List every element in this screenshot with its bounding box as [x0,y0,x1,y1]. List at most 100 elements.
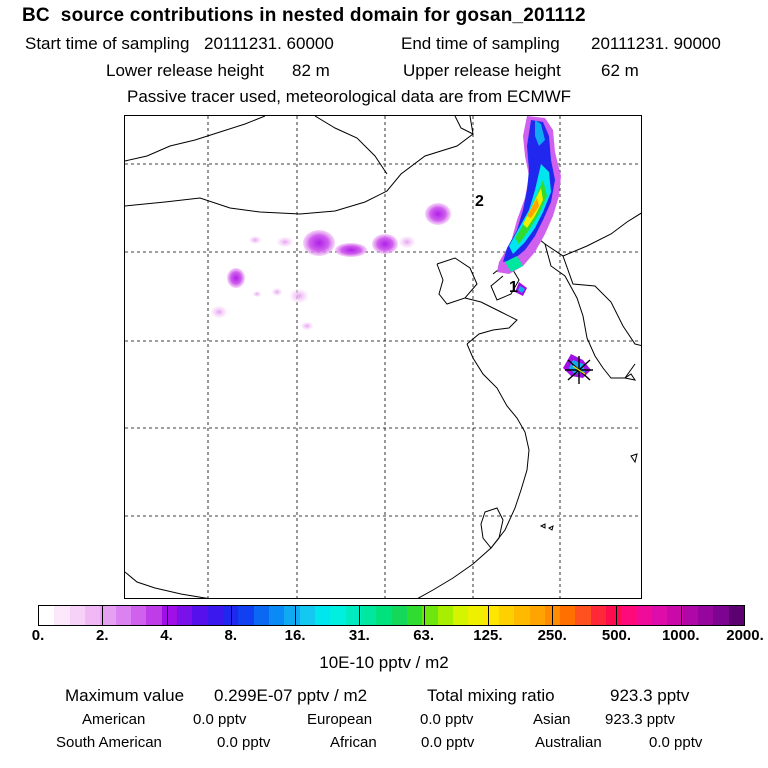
region-value: 0.0 pptv [420,711,474,728]
colorbar-segment [130,606,147,625]
colorbar-divider [295,605,296,626]
colorbar-segment [207,606,223,625]
colorbar-tick-label: 0. [31,627,45,644]
colorbar-divider [552,605,553,626]
marker-2-label: 2 [475,193,484,210]
end-time-label: End time of sampling [401,34,560,53]
colorbar-tick-label: 8. [224,627,238,644]
colorbar-segment [606,606,622,625]
upper-release-value: 62 m [601,61,639,80]
colorbar-segment [39,606,55,625]
receptor-star-icon [563,354,593,384]
marker-1-label: 1 [509,279,518,296]
colorbar-segment [636,606,653,625]
colorbar-segment [100,606,116,625]
colorbar-segment [590,606,607,625]
colorbar-segment [514,606,530,625]
colorbar-segment [437,606,453,625]
colorbar-segment [468,606,484,625]
plume-northeast [497,116,561,274]
grid-lines [125,116,641,598]
colorbar-segment [268,606,285,625]
colorbar-segment [483,606,499,625]
plume-marker1-blob [515,282,527,296]
end-time-value: 20111231. 90000 [591,34,721,53]
colorbar-segment [69,606,85,625]
colorbar-segment [698,606,714,625]
colorbar-segment [376,606,392,625]
colorbar-segment [222,606,239,625]
colorbar-divider [231,605,232,626]
lower-release-label: Lower release height [106,61,264,80]
colorbar-tick-label: 16. [284,627,306,644]
start-time-label: Start time of sampling [25,34,190,53]
colorbar-segment [575,606,591,625]
colorbar-divider [359,605,360,626]
colorbar-segment [452,606,469,625]
colorbar-unit: 10E-10 pptv / m2 [319,653,449,672]
total-mixing-label: Total mixing ratio [427,686,555,705]
colorbar-segment [360,606,377,625]
coastlines [125,116,641,598]
total-mixing-value: 923.3 pptv [610,686,690,705]
colorbar-segment [192,606,208,625]
colorbar-segment [406,606,423,625]
colorbar-segment [161,606,177,625]
colorbar-divider [424,605,425,626]
colorbar-divider [616,605,617,626]
region-name: South American [56,734,162,751]
colorbar-segment [284,606,300,625]
max-value: 0.299E-07 pptv / m2 [214,686,368,705]
figure-title: BC source contributions in nested domain… [22,5,586,26]
region-value: 0.0 pptv [649,734,703,751]
colorbar-segment [529,606,545,625]
colorbar-segment [176,606,193,625]
colorbar-tick-label: 125. [473,627,503,644]
colorbar-segment [667,606,683,625]
source-contribution-map: 1 2 [124,115,642,599]
region-name: African [330,734,377,751]
colorbar-segment [728,606,745,625]
region-name: Australian [535,734,602,751]
colorbar-segment [146,606,162,625]
colorbar-segment [253,606,269,625]
colorbar-segment [560,606,576,625]
colorbar-segment [330,606,346,625]
colorbar-tick-label: 2000. [726,627,764,644]
region-name: American [82,711,146,728]
colorbar-segment [238,606,254,625]
colorbar-tick-label: 4. [160,627,173,644]
colorbar-segment [115,606,131,625]
colorbar-segment [314,606,331,625]
colorbar-segment [391,606,407,625]
colorbar-divider [488,605,489,626]
colorbar-segment [652,606,668,625]
colorbar-segment [345,606,361,625]
upper-release-label: Upper release height [403,61,561,80]
colorbar-divider [102,605,103,626]
start-time-value: 20111231. 60000 [204,34,334,53]
colorbar-tick-label: 1000. [661,627,700,644]
colorbar-segment [54,606,70,625]
max-value-label: Maximum value [65,686,185,705]
colorbar-divider [167,605,168,626]
colorbar-segment [422,606,438,625]
colorbar [38,605,745,626]
colorbar-segment [299,606,315,625]
tracer-note: Passive tracer used, meteorological data… [127,87,572,106]
colorbar-tick-label: 31. [348,627,370,644]
colorbar-tick-label: 2. [96,627,109,644]
region-name: Asian [533,711,571,728]
lower-release-value: 82 m [292,61,330,80]
region-name: European [307,711,373,728]
colorbar-divider [681,605,682,626]
region-value: 0.0 pptv [193,711,247,728]
colorbar-tick-label: 500. [601,627,632,644]
colorbar-segment [84,606,101,625]
colorbar-tick-label: 250. [537,627,567,644]
colorbar-segment [713,606,729,625]
region-value: 923.3 pptv [605,711,676,728]
region-value: 0.0 pptv [217,734,271,751]
colorbar-segment [682,606,699,625]
plume-west [211,203,451,330]
